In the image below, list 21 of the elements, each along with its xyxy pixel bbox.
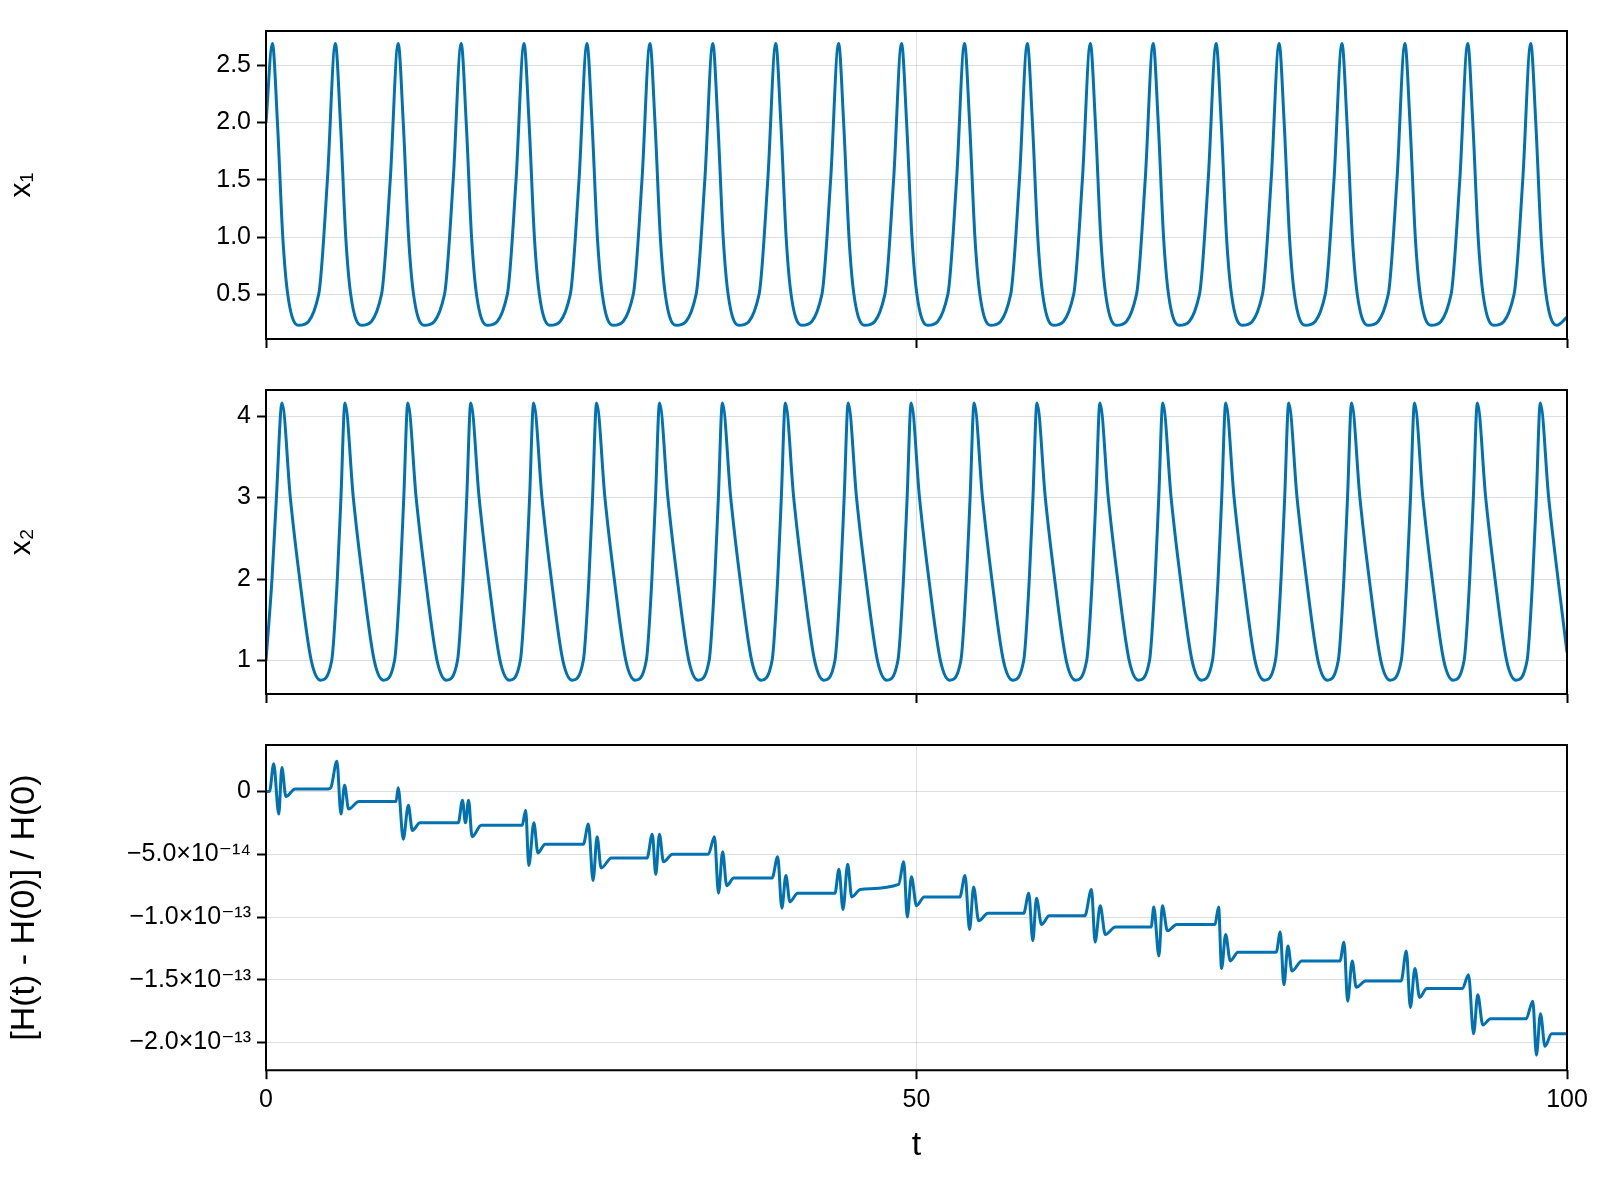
y-tick-label: −1.0×10⁻¹³ — [129, 900, 251, 929]
x-tick-label: 50 — [902, 1084, 931, 1113]
y-tick-label: 1.5 — [216, 163, 251, 192]
y-tick-label: −2.0×10⁻¹³ — [129, 1026, 251, 1055]
x-axis-title: t — [911, 1123, 922, 1162]
y-tick-label: −5.0×10⁻¹⁴ — [126, 838, 251, 867]
y-axis-title: [H(t) - H(0)] / H(0) — [2, 774, 41, 1041]
y-tick-label: 3 — [237, 481, 251, 510]
y-tick-label: 4 — [237, 399, 252, 428]
x-tick-label: 100 — [1546, 1084, 1588, 1113]
y-tick-label: −1.5×10⁻¹³ — [129, 963, 251, 992]
y-tick-label: 2.0 — [216, 106, 251, 135]
y-axis-title: x₁ — [3, 172, 37, 198]
x-tick-label: 0 — [259, 1084, 273, 1113]
y-tick-label: 0.5 — [216, 278, 251, 307]
y-tick-label: 2.5 — [216, 49, 251, 78]
y-axis-title: x₂ — [3, 528, 37, 556]
y-tick-label: 1.0 — [216, 220, 251, 249]
y-tick-label: 2 — [237, 562, 251, 591]
y-tick-label: 1 — [237, 644, 251, 673]
y-tick-label: 0 — [237, 775, 251, 804]
